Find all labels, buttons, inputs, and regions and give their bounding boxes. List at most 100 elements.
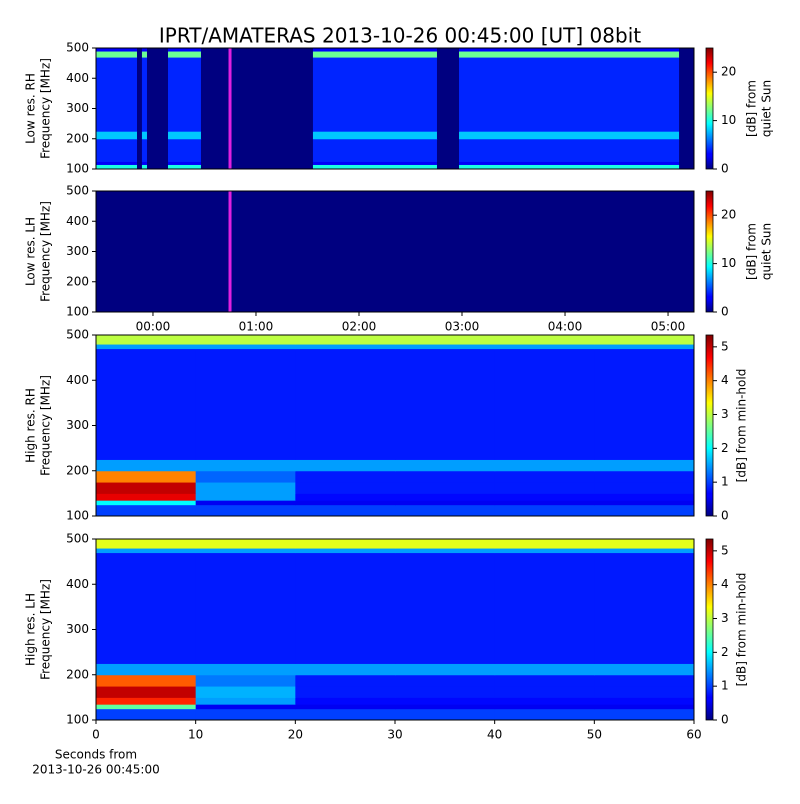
heatmap-cell (136, 138, 143, 162)
heatmap-cell (494, 697, 595, 705)
x-tick-label: 40 (487, 728, 502, 742)
heatmap-cell (96, 697, 197, 705)
y-tick-label: 500 (66, 532, 89, 546)
heatmap-cell (136, 51, 143, 58)
heatmap-cell (96, 704, 197, 710)
heatmap-cell (679, 164, 695, 170)
colorbar-tick-label: 4 (721, 577, 729, 591)
y-tick-label: 300 (66, 101, 89, 115)
heatmap-cell (395, 552, 496, 664)
heatmap-cell (195, 697, 296, 705)
heatmap-cell (136, 131, 143, 140)
colorbar-tick-label: 10 (721, 113, 736, 127)
colorbar-tick-label: 0 (721, 713, 729, 727)
heatmap-cell (295, 500, 396, 506)
heatmap-cell (295, 348, 396, 460)
y-tick-label: 200 (66, 131, 89, 145)
heatmap-cell (141, 51, 148, 58)
y-tick-label: 200 (66, 274, 89, 288)
heatmap-cell (200, 48, 314, 52)
heatmap-cell (96, 686, 197, 698)
heatmap-cell (168, 48, 202, 52)
heatmap-cell (141, 131, 148, 140)
y-tick-label: 100 (66, 305, 89, 319)
y-tick-label: 300 (66, 244, 89, 258)
heatmap-cell (195, 335, 296, 345)
heatmap-cell (96, 164, 138, 170)
heatmap-cell (395, 697, 496, 705)
heatmap-cell (200, 51, 314, 58)
heatmap-cell (594, 504, 695, 517)
x-tick-label: 0 (92, 728, 100, 742)
heatmap-cell (594, 344, 695, 350)
heatmap-cell (141, 57, 148, 132)
y-tick-label: 200 (66, 667, 89, 681)
heatmap-cell (459, 131, 680, 140)
heatmap-cell (459, 164, 680, 170)
heatmap-cell (146, 51, 169, 58)
heatmap-cell (494, 348, 595, 460)
heatmap-cell (395, 708, 496, 721)
heatmap-cell (295, 674, 396, 687)
heatmap-cell (96, 539, 197, 549)
heatmap-cell (96, 500, 197, 506)
heatmap-cell (146, 138, 169, 162)
heatmap-cell (594, 686, 695, 698)
heatmap-cell (395, 459, 496, 472)
heatmap-cell (459, 161, 680, 165)
heatmap-cell (168, 138, 202, 162)
marker-line (228, 48, 232, 169)
x-tick-label: 01:00 (239, 320, 274, 334)
colorbar-tick-label: 10 (721, 256, 736, 270)
heatmap-cell (146, 164, 169, 170)
heatmap-cell (594, 500, 695, 506)
colorbar-tick-label: 0 (721, 509, 729, 523)
heatmap-cell (295, 470, 396, 483)
colorbar-tick-label: 20 (721, 208, 736, 222)
heatmap-cell (96, 482, 197, 494)
y-tick-label: 100 (66, 162, 89, 176)
heatmap-cell (195, 504, 296, 517)
heatmap-cell (594, 459, 695, 472)
figure-title: IPRT/AMATERAS 2013-10-26 00:45:00 [UT] 0… (159, 24, 641, 48)
heatmap-cell (195, 552, 296, 664)
colorbar-tick-label: 3 (721, 407, 729, 421)
colorbar-tick-label: 3 (721, 611, 729, 625)
y-tick-label: 500 (66, 328, 89, 342)
y-axis-label: Frequency [MHz] (39, 579, 53, 680)
heatmap-cell (295, 708, 396, 721)
y-tick-label: 400 (66, 373, 89, 387)
y-axis-label: Low res. LH (24, 217, 38, 286)
heatmap-cell (295, 504, 396, 517)
heatmap-cell (494, 504, 595, 517)
heatmap-cell (195, 704, 296, 710)
y-axis-label: Low res. RH (24, 73, 38, 144)
heatmap-cell (295, 344, 396, 350)
heatmap-cell (136, 161, 143, 165)
y-tick-label: 200 (66, 463, 89, 477)
colorbar (705, 334, 714, 517)
heatmap-cell (494, 704, 595, 710)
heatmap-cell (141, 164, 148, 170)
x-tick-label: 02:00 (342, 320, 377, 334)
heatmap-cell (312, 164, 438, 170)
heatmap-cell (168, 131, 202, 140)
heatmap-cell (679, 57, 695, 132)
heatmap-cell (494, 482, 595, 494)
heatmap-cell (494, 674, 595, 687)
heatmap-cell (395, 674, 496, 687)
heatmap-cell (200, 161, 314, 165)
heatmap-cell (195, 470, 296, 483)
heatmap-cell (395, 493, 496, 501)
y-tick-label: 300 (66, 622, 89, 636)
heatmap-cell (96, 504, 197, 517)
heatmap-cell (494, 470, 595, 483)
heatmap-cell (141, 138, 148, 162)
x-tick-label: 60 (686, 728, 701, 742)
heatmap-cell (141, 161, 148, 165)
heatmap-cell (96, 344, 197, 350)
x-tick-label: 20 (288, 728, 303, 742)
heatmap-cell (146, 161, 169, 165)
heatmap-cell (679, 131, 695, 140)
heatmap-cell (312, 161, 438, 165)
